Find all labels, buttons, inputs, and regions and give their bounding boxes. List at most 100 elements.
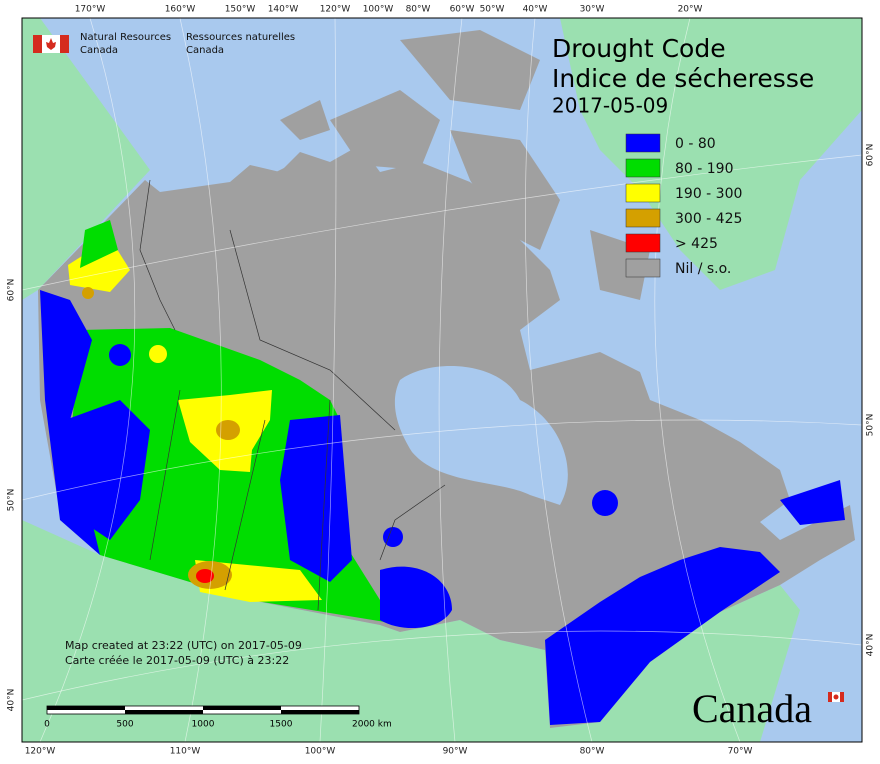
legend-label: 300 - 425 xyxy=(675,211,742,227)
arctic-islands xyxy=(240,30,650,300)
longitude-label: 80°W xyxy=(406,5,431,15)
boundary xyxy=(229,229,396,431)
parallel xyxy=(21,154,863,291)
legend-label: > 425 xyxy=(675,236,718,252)
island xyxy=(400,30,540,110)
island xyxy=(450,130,560,250)
zone xyxy=(82,287,94,299)
legend-label: 80 - 190 xyxy=(675,161,734,177)
longitude-label: 140°W xyxy=(268,5,299,15)
graticule-lines xyxy=(21,17,863,743)
scale-label: 0 xyxy=(44,720,50,730)
longitude-label: 120°W xyxy=(25,747,56,757)
wordmark: Canada xyxy=(692,686,812,731)
greenland xyxy=(560,18,862,290)
longitude-label: 110°W xyxy=(170,747,201,757)
legend-swatch xyxy=(625,133,661,153)
longitude-label: 30°W xyxy=(580,5,605,15)
longitude-label: 60°W xyxy=(450,5,475,15)
map-frame xyxy=(21,17,863,743)
longitude-label: 80°W xyxy=(580,747,605,757)
legend-label: 0 - 80 xyxy=(675,136,716,152)
longitude-label: 90°W xyxy=(443,747,468,757)
flag-bar xyxy=(60,35,69,53)
scale-label: 1000 xyxy=(192,720,215,730)
longitude-label: 100°W xyxy=(305,747,336,757)
legend: 0 - 80 80 - 190 190 - 300 300 - 425 > 425 Nil… xyxy=(625,133,742,278)
meridian xyxy=(654,17,741,743)
legend-swatch xyxy=(625,208,661,228)
flag-bar xyxy=(828,692,832,702)
agency-fr: Ressources naturelles xyxy=(186,32,295,43)
meridian xyxy=(438,17,463,743)
alaska xyxy=(22,18,150,300)
zone xyxy=(545,547,780,725)
scale-bar-segment xyxy=(47,706,125,710)
boundary xyxy=(149,389,181,561)
longitude-label: 170°W xyxy=(75,5,106,15)
note: Map created at 23:22 (UTC) on 2017-05-09 xyxy=(65,639,302,652)
latitude-label: 50°N xyxy=(866,414,876,437)
frame-border xyxy=(21,17,863,743)
scale-bar-segment xyxy=(125,710,203,714)
parallel xyxy=(21,630,863,701)
maple-leaf xyxy=(46,38,56,50)
boundary xyxy=(139,179,176,331)
zone xyxy=(592,490,618,516)
zone xyxy=(196,569,214,583)
longitude-label: 150°W xyxy=(225,5,256,15)
meridian xyxy=(39,17,136,743)
meridian xyxy=(179,17,222,743)
island xyxy=(280,100,330,140)
meridian xyxy=(525,17,593,743)
zone xyxy=(149,345,167,363)
longitude-label: 70°W xyxy=(728,747,753,757)
island xyxy=(330,90,440,170)
scale-label: 2000 km xyxy=(352,720,392,730)
legend-label: Nil / s.o. xyxy=(675,261,731,277)
latitude-label: 50°N xyxy=(7,489,17,512)
scale-bar-segment xyxy=(203,706,281,710)
legend-swatch xyxy=(625,158,661,178)
legend-label: 190 - 300 xyxy=(675,186,742,202)
scale-label: 1500 xyxy=(270,720,293,730)
note: Carte créée le 2017-05-09 (UTC) à 23:22 xyxy=(65,654,289,667)
longitude-label: 120°W xyxy=(320,5,351,15)
latitude-label: 60°N xyxy=(866,144,876,167)
zone xyxy=(109,344,131,366)
zone xyxy=(280,415,352,582)
longitude-label: 160°W xyxy=(165,5,196,15)
boundary xyxy=(379,484,446,561)
canada-wordmark: Canada xyxy=(692,686,844,731)
agency-en: Canada xyxy=(80,45,118,56)
latitude-label: 40°N xyxy=(866,634,876,657)
zone xyxy=(383,527,403,547)
zone xyxy=(80,220,118,268)
island xyxy=(240,160,330,230)
scale-bar-segment xyxy=(281,710,359,714)
boundary xyxy=(224,419,266,591)
zone xyxy=(216,420,240,440)
zone xyxy=(780,480,845,525)
boundaries xyxy=(139,179,446,611)
graticule-labels: 170°W 160°W 150°W 140°W 120°W 100°W 80°W 60°W 50… xyxy=(7,5,876,757)
zone xyxy=(380,566,452,629)
scale-label: 500 xyxy=(116,720,133,730)
maple-leaf xyxy=(833,694,839,700)
flag-bar xyxy=(33,35,42,53)
usa xyxy=(22,520,800,742)
longitude-label: 20°W xyxy=(678,5,703,15)
hudson-bay xyxy=(394,366,568,505)
agency-en: Natural Resources xyxy=(80,32,171,43)
longitude-label: 50°W xyxy=(480,5,505,15)
legend-swatch xyxy=(625,183,661,203)
title: Drought Code xyxy=(552,34,726,63)
longitude-label: 100°W xyxy=(363,5,394,15)
meridian xyxy=(319,17,337,743)
nrcan-logo: Natural Resources Canada Ressources natu… xyxy=(33,32,295,56)
flag-bar xyxy=(840,692,844,702)
boundary xyxy=(317,399,331,611)
legend-swatch xyxy=(625,258,661,278)
parallel xyxy=(21,419,863,501)
